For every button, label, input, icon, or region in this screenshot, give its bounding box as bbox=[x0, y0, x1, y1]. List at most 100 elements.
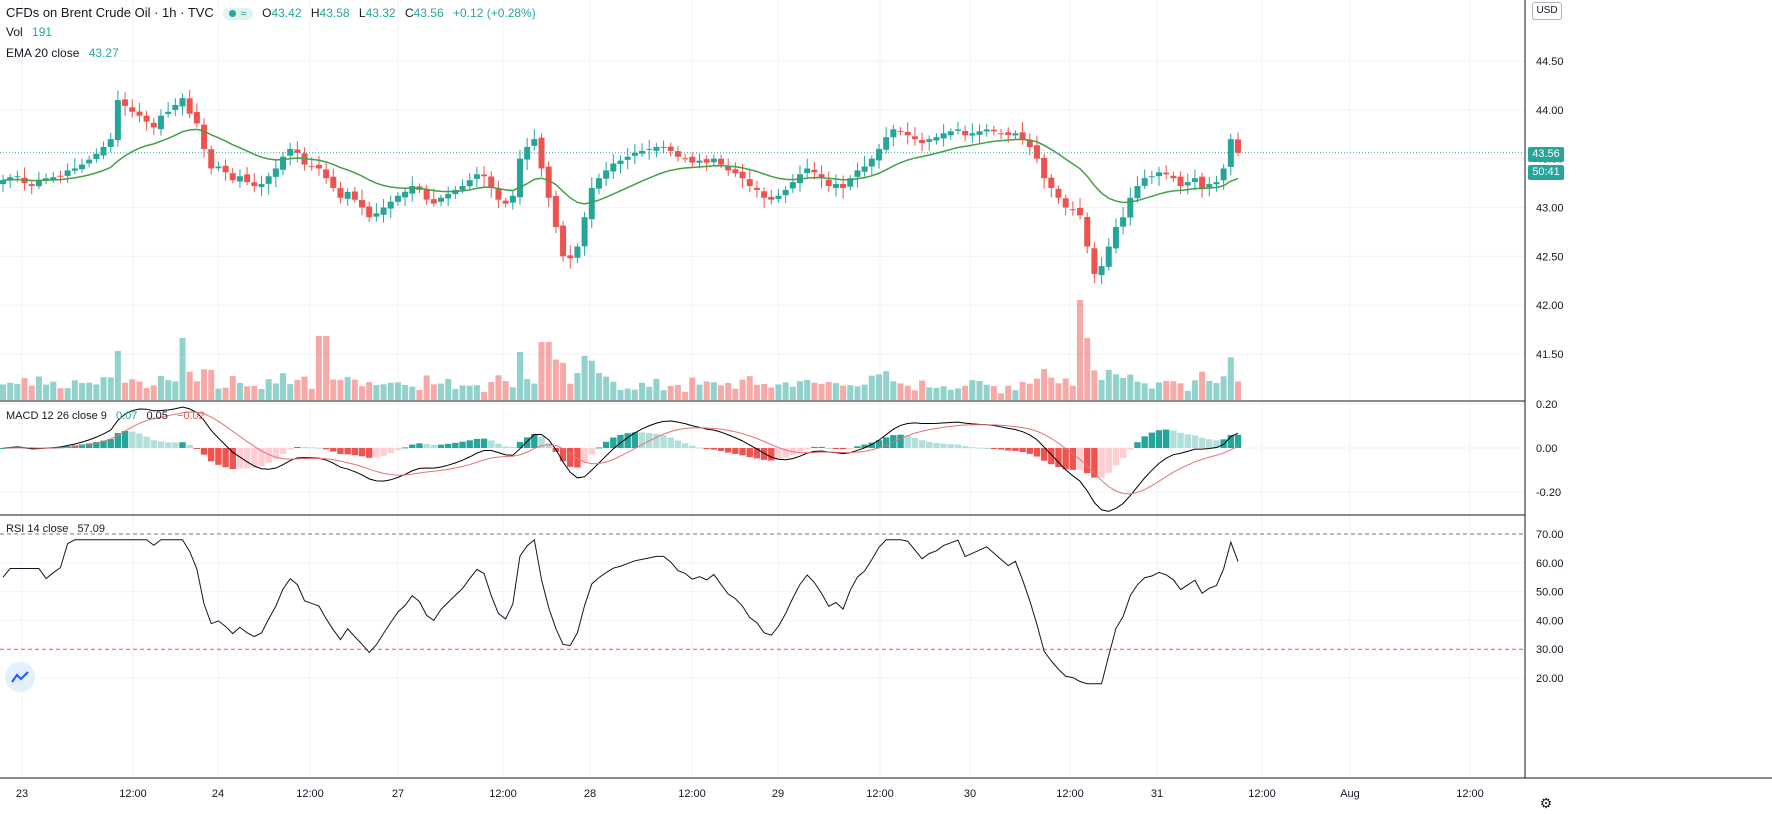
candle-body bbox=[280, 156, 287, 170]
candle-body bbox=[502, 200, 509, 204]
volume-bar bbox=[1148, 388, 1155, 400]
candle-body bbox=[847, 178, 854, 187]
macd-histogram-bar bbox=[430, 444, 438, 448]
market-status-badge[interactable]: ≈ bbox=[223, 8, 253, 20]
candle-body bbox=[538, 137, 545, 169]
volume-bar bbox=[1184, 390, 1191, 400]
candle-body bbox=[93, 153, 100, 160]
macd-histogram-bar bbox=[208, 448, 215, 462]
volume-bar bbox=[387, 382, 394, 400]
candle-body bbox=[14, 176, 21, 178]
rsi-tick-label: 70.00 bbox=[1536, 529, 1564, 541]
candle-body bbox=[294, 149, 301, 153]
candle-body bbox=[7, 177, 14, 181]
macd-histogram-bar bbox=[775, 448, 782, 460]
volume-bar bbox=[1120, 377, 1127, 400]
volume-bar bbox=[1206, 380, 1213, 400]
time-tick-label: 12:00 bbox=[1248, 788, 1276, 800]
macd-histogram-bar bbox=[143, 436, 150, 448]
macd-histogram-bar bbox=[681, 443, 689, 448]
candle-body bbox=[854, 170, 861, 177]
candle-body bbox=[1134, 186, 1141, 199]
ema-legend[interactable]: EMA 20 close 43.27 bbox=[6, 46, 125, 60]
volume-bar bbox=[86, 382, 93, 400]
macd-histogram-bar bbox=[150, 440, 157, 448]
candle-body bbox=[753, 187, 760, 190]
candle-body bbox=[761, 191, 768, 198]
macd-histogram-bar bbox=[588, 448, 595, 455]
macd-histogram-bar bbox=[1040, 448, 1048, 461]
volume-bar bbox=[215, 388, 222, 400]
candle-body bbox=[1120, 217, 1127, 227]
macd-histogram-bar bbox=[961, 446, 969, 448]
time-tick-label: 12:00 bbox=[1056, 788, 1084, 800]
candle-body bbox=[495, 188, 502, 200]
candle-body bbox=[337, 188, 344, 198]
macd-histogram-bar bbox=[351, 448, 359, 456]
macd-histogram-bar bbox=[753, 448, 761, 459]
candle-body bbox=[789, 182, 796, 189]
macd-legend[interactable]: MACD 12 26 close 9 0.07 0.05 −0.02 bbox=[6, 410, 211, 422]
macd-histogram-bar bbox=[969, 447, 976, 449]
volume-legend[interactable]: Vol 191 bbox=[6, 25, 58, 39]
candle-body bbox=[344, 191, 351, 199]
macd-histogram-bar bbox=[725, 448, 732, 453]
macd-histogram-bar bbox=[337, 448, 344, 455]
volume-bar bbox=[330, 379, 337, 400]
macd-histogram-bar bbox=[933, 442, 940, 448]
candle-body bbox=[437, 197, 444, 202]
rsi-legend[interactable]: RSI 14 close 57.09 bbox=[6, 523, 111, 535]
volume-bar bbox=[524, 379, 531, 400]
candle-body bbox=[229, 173, 236, 181]
candle-body bbox=[1012, 133, 1019, 136]
macd-histogram-bar bbox=[1033, 448, 1041, 457]
macd-histogram-bar bbox=[380, 448, 387, 456]
volume-bar bbox=[761, 384, 768, 400]
candle-body bbox=[114, 100, 121, 141]
candle-body bbox=[71, 168, 78, 171]
volume-bar bbox=[495, 375, 502, 400]
macd-tick-label: 0.20 bbox=[1536, 399, 1557, 411]
volume-bar bbox=[911, 390, 918, 400]
candle-body bbox=[129, 107, 136, 112]
volume-bar bbox=[904, 385, 911, 400]
gear-icon[interactable]: ⚙ bbox=[1539, 795, 1553, 811]
volume-bar bbox=[201, 369, 208, 400]
candle-body bbox=[710, 158, 717, 163]
candle-body bbox=[1069, 209, 1076, 211]
macd-histogram-bar bbox=[172, 442, 179, 448]
macd-histogram-bar bbox=[193, 448, 201, 449]
symbol-legend[interactable]: CFDs on Brent Crude Oil · 1h · TVC ≈ O43… bbox=[6, 5, 548, 20]
macd-histogram-bar bbox=[832, 448, 840, 449]
macd-histogram-bar bbox=[1055, 448, 1062, 468]
candle-body bbox=[653, 146, 660, 151]
macd-histogram-bar bbox=[358, 448, 366, 457]
time-tick-label: 12:00 bbox=[678, 788, 706, 800]
candle-body bbox=[919, 139, 926, 144]
candle-body bbox=[78, 164, 85, 170]
macd-histogram-bar bbox=[466, 440, 473, 448]
macd-histogram-bar bbox=[847, 448, 854, 449]
price-tick-label: 42.00 bbox=[1536, 300, 1564, 312]
candle-body bbox=[574, 246, 581, 258]
volume-bar bbox=[1163, 380, 1170, 400]
candle-body bbox=[861, 166, 868, 172]
volume-bar bbox=[998, 393, 1005, 400]
volume-bar bbox=[1112, 374, 1119, 400]
macd-histogram-bar bbox=[574, 448, 581, 468]
tradingview-logo-icon[interactable] bbox=[5, 662, 35, 692]
candle-body bbox=[315, 164, 322, 169]
volume-bar bbox=[990, 386, 997, 400]
candle-body bbox=[394, 195, 401, 202]
volume-bar bbox=[1170, 381, 1177, 400]
currency-button[interactable]: USD bbox=[1532, 2, 1562, 20]
candle-body bbox=[610, 163, 617, 172]
candle-body bbox=[1199, 176, 1206, 188]
candle-body bbox=[904, 131, 911, 136]
volume-bar bbox=[1055, 383, 1062, 400]
candle-body bbox=[423, 189, 430, 200]
candle-body bbox=[244, 174, 251, 183]
volume-bar bbox=[416, 389, 423, 400]
volume-bar bbox=[868, 375, 875, 400]
